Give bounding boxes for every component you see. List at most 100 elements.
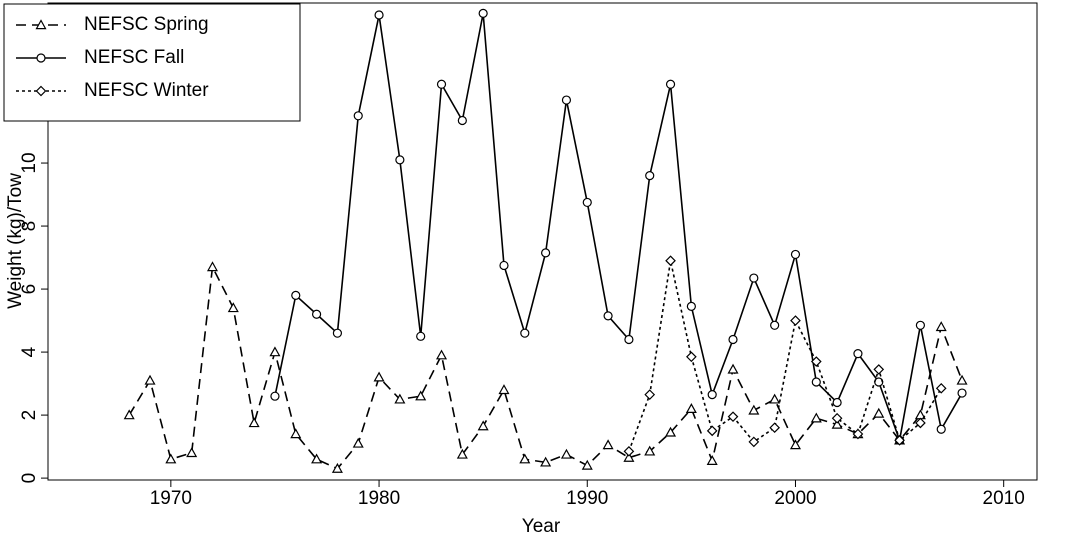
point bbox=[291, 290, 301, 300]
point bbox=[477, 420, 489, 431]
point bbox=[915, 320, 926, 330]
point bbox=[394, 393, 406, 404]
series-line bbox=[628, 260, 942, 452]
x-tick-label: 2000 bbox=[774, 488, 816, 509]
series-line bbox=[128, 264, 963, 470]
series-line bbox=[274, 13, 963, 444]
point bbox=[770, 320, 780, 330]
point bbox=[498, 384, 510, 395]
legend-label: NEFSC Fall bbox=[84, 47, 184, 68]
point bbox=[748, 404, 760, 415]
x-tick-label: 1990 bbox=[566, 488, 608, 509]
point bbox=[686, 301, 696, 312]
y-tick-label: 0 bbox=[19, 473, 40, 484]
point bbox=[456, 448, 468, 459]
point bbox=[956, 374, 968, 385]
point bbox=[644, 389, 656, 400]
legend-marker bbox=[35, 19, 47, 30]
point bbox=[686, 351, 697, 363]
point bbox=[581, 459, 593, 470]
x-axis-label: Year bbox=[522, 516, 561, 537]
point bbox=[415, 390, 427, 401]
point bbox=[644, 445, 656, 456]
point bbox=[602, 439, 614, 450]
point bbox=[270, 391, 280, 401]
point bbox=[541, 248, 551, 258]
point bbox=[519, 453, 531, 464]
legend-label: NEFSC Spring bbox=[84, 14, 209, 35]
point bbox=[123, 409, 135, 420]
point bbox=[395, 155, 405, 165]
point bbox=[435, 349, 448, 360]
plot-frame bbox=[47, 2, 1038, 481]
point bbox=[540, 456, 552, 467]
legend-marker bbox=[35, 85, 47, 97]
point bbox=[582, 197, 592, 208]
point bbox=[623, 451, 635, 462]
legend-box bbox=[3, 3, 301, 122]
point bbox=[665, 79, 676, 89]
point bbox=[311, 453, 323, 464]
point bbox=[290, 428, 302, 439]
point bbox=[373, 371, 385, 382]
point bbox=[499, 260, 509, 271]
point bbox=[227, 302, 239, 313]
point bbox=[623, 445, 635, 457]
point bbox=[269, 346, 281, 357]
point bbox=[727, 363, 739, 374]
point bbox=[206, 261, 219, 272]
point bbox=[831, 418, 843, 429]
point bbox=[706, 455, 718, 465]
point bbox=[186, 447, 198, 458]
x-tick-label: 1980 bbox=[358, 488, 400, 509]
point bbox=[935, 321, 947, 332]
point bbox=[331, 462, 343, 473]
x-tick-label: 2010 bbox=[983, 488, 1025, 509]
point bbox=[874, 377, 884, 387]
point bbox=[665, 426, 677, 437]
y-tick-label: 2 bbox=[19, 410, 40, 421]
point bbox=[707, 390, 717, 400]
point bbox=[789, 439, 801, 450]
point bbox=[457, 115, 467, 126]
point bbox=[727, 411, 739, 423]
point bbox=[353, 111, 363, 121]
point bbox=[936, 424, 946, 434]
point bbox=[144, 374, 156, 385]
legend-marker bbox=[36, 53, 46, 63]
point bbox=[831, 412, 843, 424]
point bbox=[374, 10, 384, 20]
point bbox=[957, 388, 967, 398]
point bbox=[706, 425, 718, 437]
point bbox=[685, 403, 697, 413]
point bbox=[561, 95, 572, 105]
y-tick-label: 8 bbox=[19, 221, 40, 232]
y-tick-label: 4 bbox=[19, 346, 40, 357]
point bbox=[915, 417, 926, 429]
point bbox=[560, 448, 572, 459]
point bbox=[853, 349, 863, 359]
point bbox=[520, 328, 530, 338]
y-tick-label: 10 bbox=[19, 152, 40, 173]
point bbox=[665, 255, 676, 267]
point bbox=[645, 171, 655, 181]
point bbox=[810, 356, 822, 367]
point bbox=[894, 434, 905, 446]
legend: NEFSC Spring NEFSC Fall NEFSC Winter bbox=[3, 3, 301, 122]
point bbox=[603, 311, 613, 321]
point bbox=[332, 328, 343, 338]
point bbox=[436, 79, 447, 89]
y-tick-label: 6 bbox=[19, 284, 40, 295]
point bbox=[728, 334, 738, 345]
point bbox=[790, 249, 801, 260]
point bbox=[416, 331, 426, 341]
point bbox=[311, 309, 322, 319]
point bbox=[478, 8, 488, 18]
point bbox=[811, 377, 821, 387]
point bbox=[873, 407, 885, 418]
point bbox=[352, 437, 364, 448]
point bbox=[852, 428, 864, 440]
point bbox=[248, 417, 260, 428]
point bbox=[165, 453, 177, 464]
point bbox=[769, 422, 781, 434]
